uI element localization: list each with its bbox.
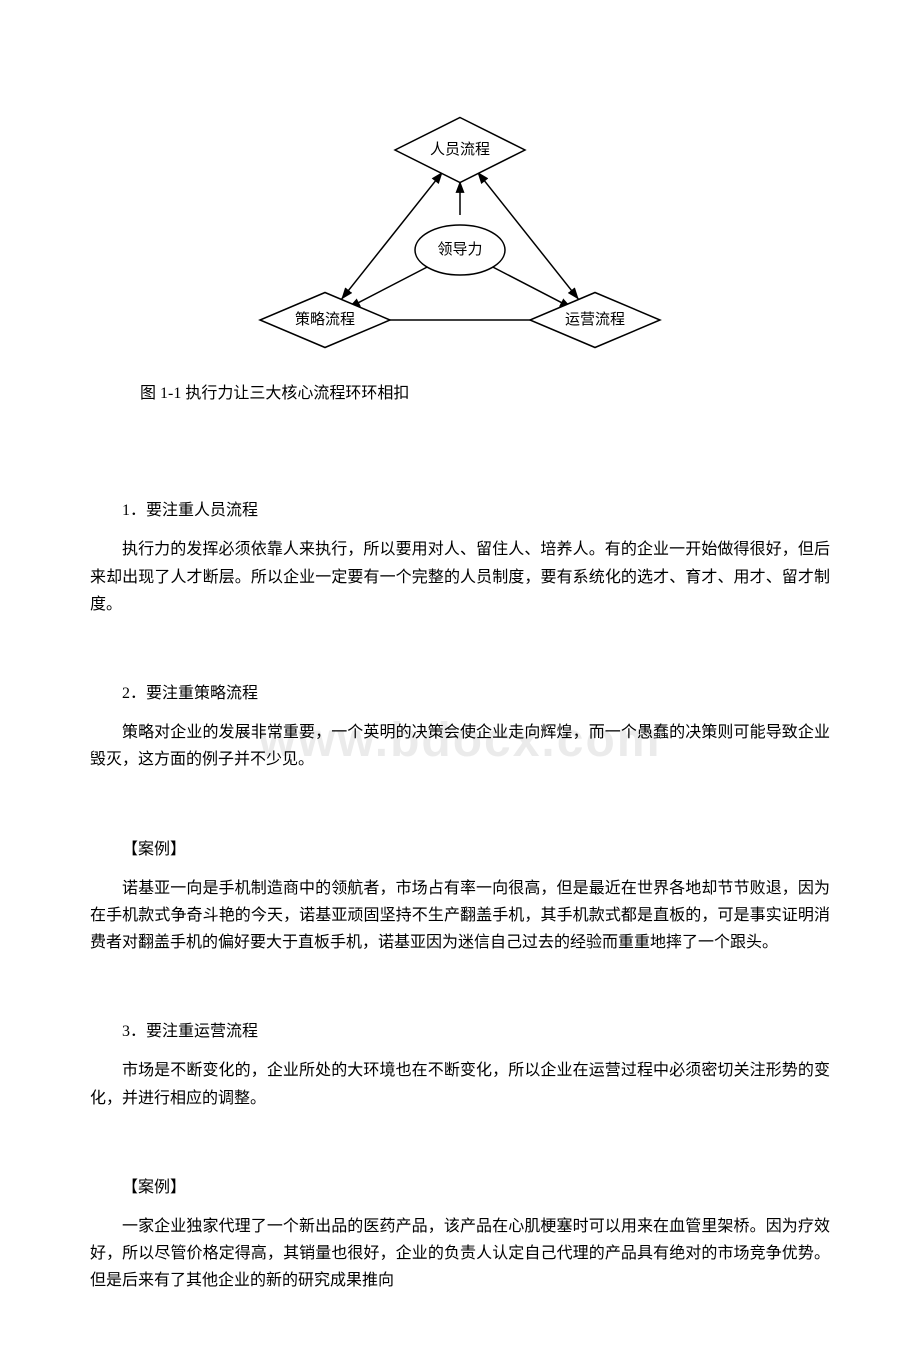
body-text: 策略对企业的发展非常重要，一个英明的决策会使企业走向辉煌，而一个愚蠢的决策则可能… bbox=[90, 719, 830, 773]
svg-text:领导力: 领导力 bbox=[437, 241, 482, 258]
svg-text:运营流程: 运营流程 bbox=[565, 311, 625, 328]
svg-text:策略流程: 策略流程 bbox=[295, 311, 355, 328]
section-title-2: 2．要注重策略流程 bbox=[90, 680, 830, 707]
svg-text:人员流程: 人员流程 bbox=[430, 141, 490, 158]
page: www.bdocx.com 领导力人员流程策略流程运营流程 图 1-1 执行力让… bbox=[90, 100, 830, 1295]
body-text: 诺基亚一向是手机制造商中的领航者，市场占有率一向很高，但是最近在世界各地却节节败… bbox=[90, 875, 830, 957]
case-label: 【案例】 bbox=[90, 1174, 830, 1201]
flowchart-diagram: 领导力 人员流程策略流程 运营流程 bbox=[255, 100, 665, 360]
body-text: 一家企业独家代理了一个新出品的医药产品，该产品在心肌梗塞时可以用来在血管里架桥。… bbox=[90, 1213, 830, 1295]
body-text: 市场是不断变化的，企业所处的大环境也在不断变化，所以企业在运营过程中必须密切关注… bbox=[90, 1057, 830, 1111]
section-title-1: 1．要注重人员流程 bbox=[90, 497, 830, 524]
case-label: 【案例】 bbox=[90, 836, 830, 863]
figure-caption: 图 1-1 执行力让三大核心流程环环相扣 bbox=[90, 380, 830, 407]
diagram-container: 领导力 人员流程策略流程 运营流程 bbox=[90, 100, 830, 360]
section-title-3: 3．要注重运营流程 bbox=[90, 1018, 830, 1045]
body-text: 执行力的发挥必须依靠人来执行，所以要用对人、留住人、培养人。有的企业一开始做得很… bbox=[90, 536, 830, 618]
